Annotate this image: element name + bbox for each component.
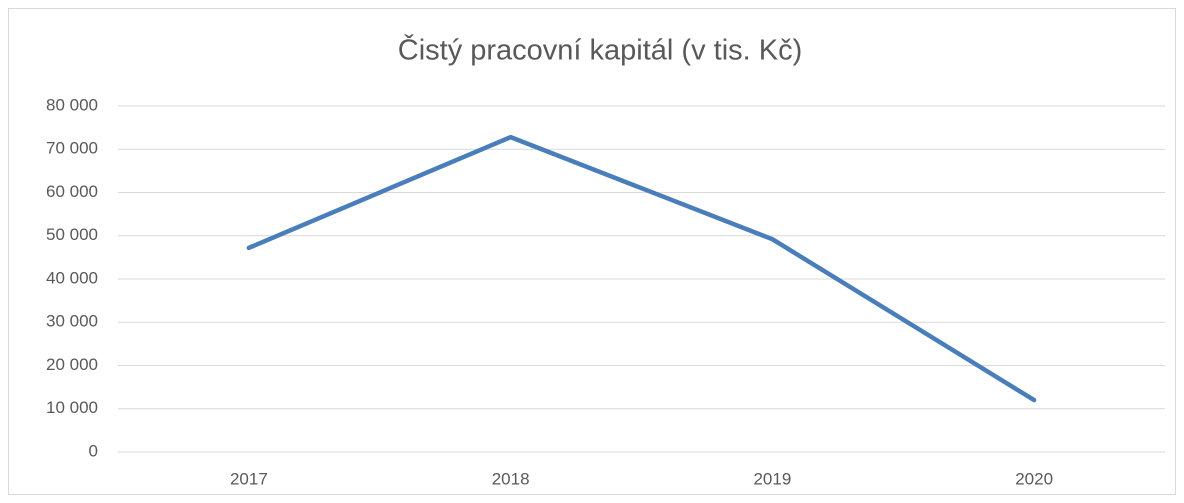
data-line [246,134,1037,403]
y-tick-label: 70 000 [46,139,98,158]
x-tick-label: 2017 [230,469,268,488]
x-tick-label: 2020 [1015,469,1053,488]
y-tick-label: 60 000 [46,182,98,201]
x-tick-label: 2019 [753,469,791,488]
y-tick-label: 0 [89,441,98,460]
y-tick-label: 10 000 [46,398,98,417]
y-tick-label: 20 000 [46,355,98,374]
y-tick-label: 50 000 [46,225,98,244]
chart-border [8,8,1176,495]
chart-title: Čistý pracovní kapitál (v tis. Kč) [398,33,803,67]
x-tick-label: 2018 [492,469,530,488]
y-tick-label: 40 000 [46,268,98,287]
y-tick-label: 80 000 [46,95,98,114]
y-tick-label: 30 000 [46,312,98,331]
